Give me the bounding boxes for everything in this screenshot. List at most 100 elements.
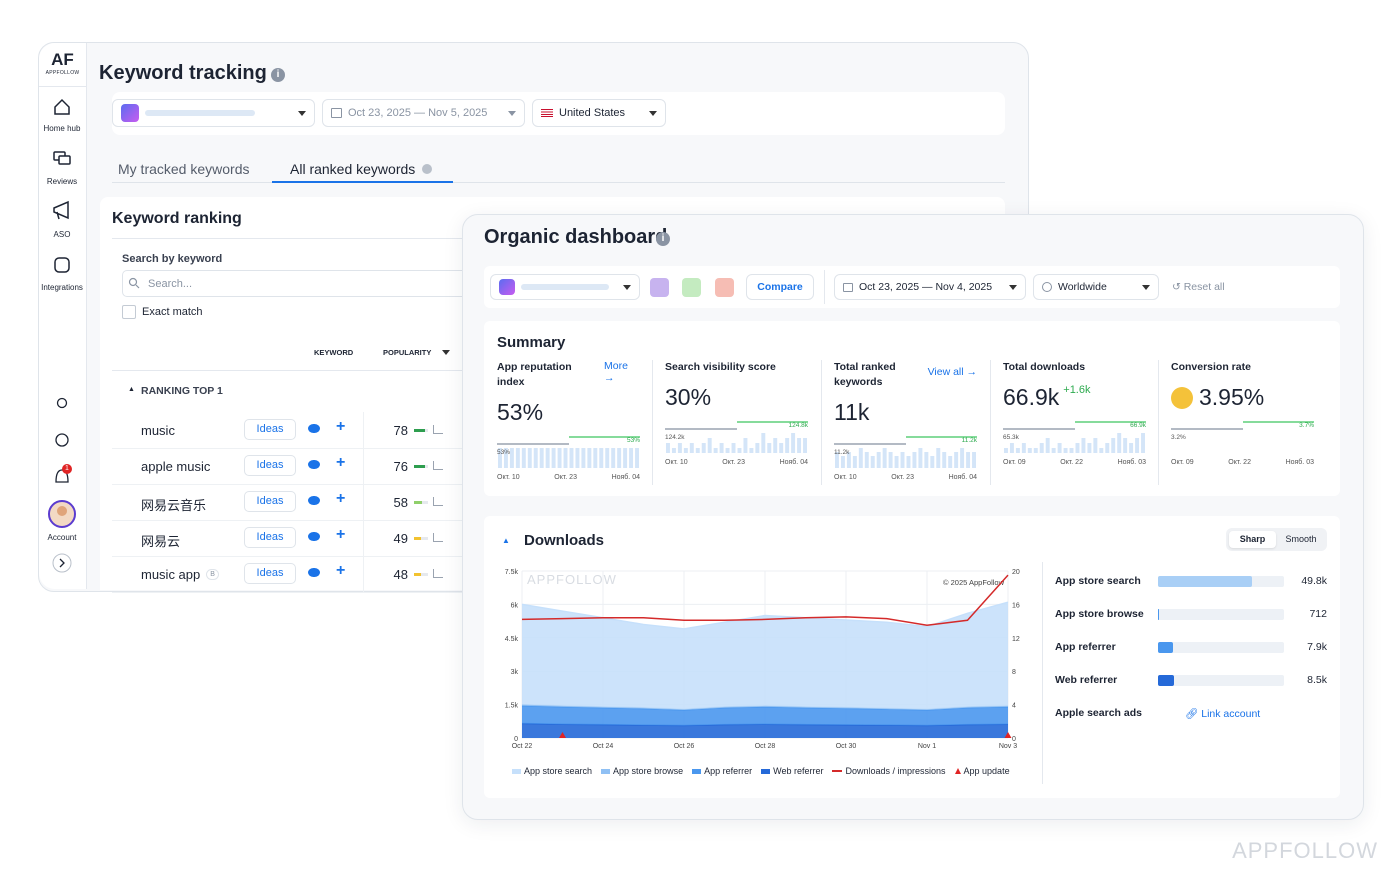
help-icon[interactable] bbox=[55, 433, 69, 447]
track-eye[interactable] bbox=[308, 496, 320, 505]
source-name: Web referrer bbox=[1055, 674, 1118, 686]
source-track bbox=[1158, 642, 1284, 653]
legend-label: Web referrer bbox=[773, 766, 824, 776]
tab-active[interactable]: All ranked keywords bbox=[290, 161, 416, 177]
legend-item[interactable]: App update bbox=[954, 766, 1010, 776]
trend-icon[interactable] bbox=[433, 425, 443, 434]
card-date: Окт. 10 bbox=[665, 459, 688, 466]
card-value-row: 66.9k +1.6k bbox=[1003, 384, 1146, 411]
card-date: Окт. 22 bbox=[1228, 459, 1251, 466]
aso-icon[interactable] bbox=[53, 200, 69, 220]
source-name: App store browse bbox=[1055, 608, 1144, 620]
nav-label[interactable]: Home hub bbox=[43, 124, 81, 133]
compare-slot[interactable] bbox=[715, 278, 734, 297]
track-eye[interactable] bbox=[308, 532, 320, 541]
card-dates: Окт. 10 Окт. 23 Нояб. 04 bbox=[665, 459, 808, 466]
y2-tick-label: 4 bbox=[1012, 703, 1016, 710]
card-link[interactable]: More → bbox=[604, 360, 628, 384]
spark-bar bbox=[972, 452, 976, 468]
info-icon[interactable]: i bbox=[656, 232, 670, 246]
legend-swatch bbox=[954, 768, 961, 774]
ideas-button[interactable]: Ideas bbox=[244, 419, 296, 440]
trend-icon[interactable] bbox=[433, 497, 443, 506]
add-button[interactable]: + bbox=[336, 562, 346, 579]
y-tick-label: 7.5k bbox=[505, 569, 519, 576]
legend-item[interactable]: App store search bbox=[512, 766, 592, 776]
spark-bar bbox=[551, 448, 556, 468]
ideas-button[interactable]: Ideas bbox=[244, 491, 296, 512]
keyword-text: 网易云 bbox=[141, 534, 181, 549]
checkbox[interactable] bbox=[122, 305, 136, 319]
spark-bar bbox=[695, 448, 700, 453]
theme-icon[interactable] bbox=[56, 397, 68, 409]
nav-label[interactable]: Account bbox=[47, 533, 77, 542]
sparkline: 124.2k 124.8k bbox=[665, 421, 808, 453]
legend-item[interactable]: Downloads / impressions bbox=[832, 766, 946, 776]
compare-slot[interactable] bbox=[682, 278, 701, 297]
ideas-button[interactable]: Ideas bbox=[244, 527, 296, 548]
legend-item[interactable]: App store browse bbox=[601, 766, 683, 776]
caret bbox=[1009, 284, 1017, 290]
link-account[interactable]: 🔗︎ Link account bbox=[1185, 708, 1261, 720]
card-label: Total downloads bbox=[1003, 361, 1086, 373]
toggle-option-active[interactable]: Sharp bbox=[1229, 531, 1276, 548]
spark-bar bbox=[581, 448, 586, 468]
spark-bar bbox=[701, 443, 706, 453]
trend-icon[interactable] bbox=[433, 569, 443, 578]
spark-bar bbox=[888, 452, 893, 468]
tab[interactable]: My tracked keywords bbox=[118, 161, 250, 177]
card-date: Окт. 10 bbox=[497, 474, 520, 481]
compare-button[interactable]: Compare bbox=[746, 274, 814, 300]
info-icon[interactable]: i bbox=[271, 68, 285, 82]
expand-button[interactable] bbox=[52, 553, 72, 573]
spark-bar bbox=[503, 448, 508, 468]
ideas-button[interactable]: Ideas bbox=[244, 455, 296, 476]
spark-bar bbox=[948, 456, 953, 468]
nav-label[interactable]: ASO bbox=[53, 230, 71, 239]
app-select[interactable] bbox=[490, 274, 640, 300]
app-select[interactable] bbox=[112, 99, 315, 127]
add-button[interactable]: + bbox=[336, 490, 346, 507]
source-value: 8.5k bbox=[1307, 674, 1327, 686]
keyword: 网易云音乐 bbox=[141, 495, 206, 514]
date-select[interactable]: Oct 23, 2025 — Nov 5, 2025 bbox=[322, 99, 525, 127]
add-button[interactable]: + bbox=[336, 526, 346, 543]
home-icon[interactable] bbox=[54, 98, 70, 115]
nav-label[interactable]: Reviews bbox=[46, 177, 78, 186]
country-select[interactable]: United States bbox=[532, 99, 666, 127]
track-eye[interactable] bbox=[308, 568, 320, 577]
card-link[interactable]: View all → bbox=[927, 366, 977, 378]
bell-icon[interactable] bbox=[55, 469, 69, 483]
source-value: 7.9k bbox=[1307, 641, 1327, 653]
compare-slot[interactable] bbox=[650, 278, 669, 297]
ideas-button[interactable]: Ideas bbox=[244, 563, 296, 584]
keyword-row: 网易云 Ideas +49 bbox=[112, 520, 492, 557]
logo-sub: APPFOLLOW bbox=[45, 70, 80, 76]
add-button[interactable]: + bbox=[336, 418, 346, 435]
nav-label[interactable]: Integrations bbox=[41, 283, 83, 292]
downloads-chart: 0 1.5k 3k 4.5k 6k 7.5k 0 4 8 12 16 20 Oct 22 Oct 24 Oc… bbox=[505, 569, 1020, 750]
legend-item[interactable]: Web referrer bbox=[761, 766, 823, 776]
date-select[interactable]: Oct 23, 2025 — Nov 4, 2025 bbox=[834, 274, 1026, 300]
info-icon[interactable] bbox=[422, 164, 432, 174]
collapse-caret[interactable]: ▲ bbox=[128, 386, 135, 393]
collapse-caret[interactable]: ▲ bbox=[502, 536, 510, 545]
search-icon bbox=[128, 277, 140, 289]
trend-icon[interactable] bbox=[433, 461, 443, 470]
tab-line bbox=[112, 182, 1005, 183]
search-label: Search by keyword bbox=[122, 253, 223, 265]
toggle-option[interactable]: Smooth bbox=[1285, 534, 1317, 544]
add-button[interactable]: + bbox=[336, 454, 346, 471]
popularity: 76 bbox=[393, 459, 408, 474]
track-eye[interactable] bbox=[308, 460, 320, 469]
spark-bar bbox=[1135, 438, 1140, 453]
trend-icon[interactable] bbox=[433, 533, 443, 542]
spark-bar bbox=[1093, 438, 1098, 453]
legend-item[interactable]: App referrer bbox=[692, 766, 752, 776]
column-header[interactable]: POPULARITY bbox=[383, 348, 432, 357]
integrations-icon[interactable] bbox=[54, 257, 70, 273]
track-eye[interactable] bbox=[308, 424, 320, 433]
reset-button[interactable]: ↺ Reset all bbox=[1172, 281, 1225, 293]
card-date: Нояб. 04 bbox=[779, 459, 808, 466]
region-select[interactable]: Worldwide bbox=[1033, 274, 1159, 300]
